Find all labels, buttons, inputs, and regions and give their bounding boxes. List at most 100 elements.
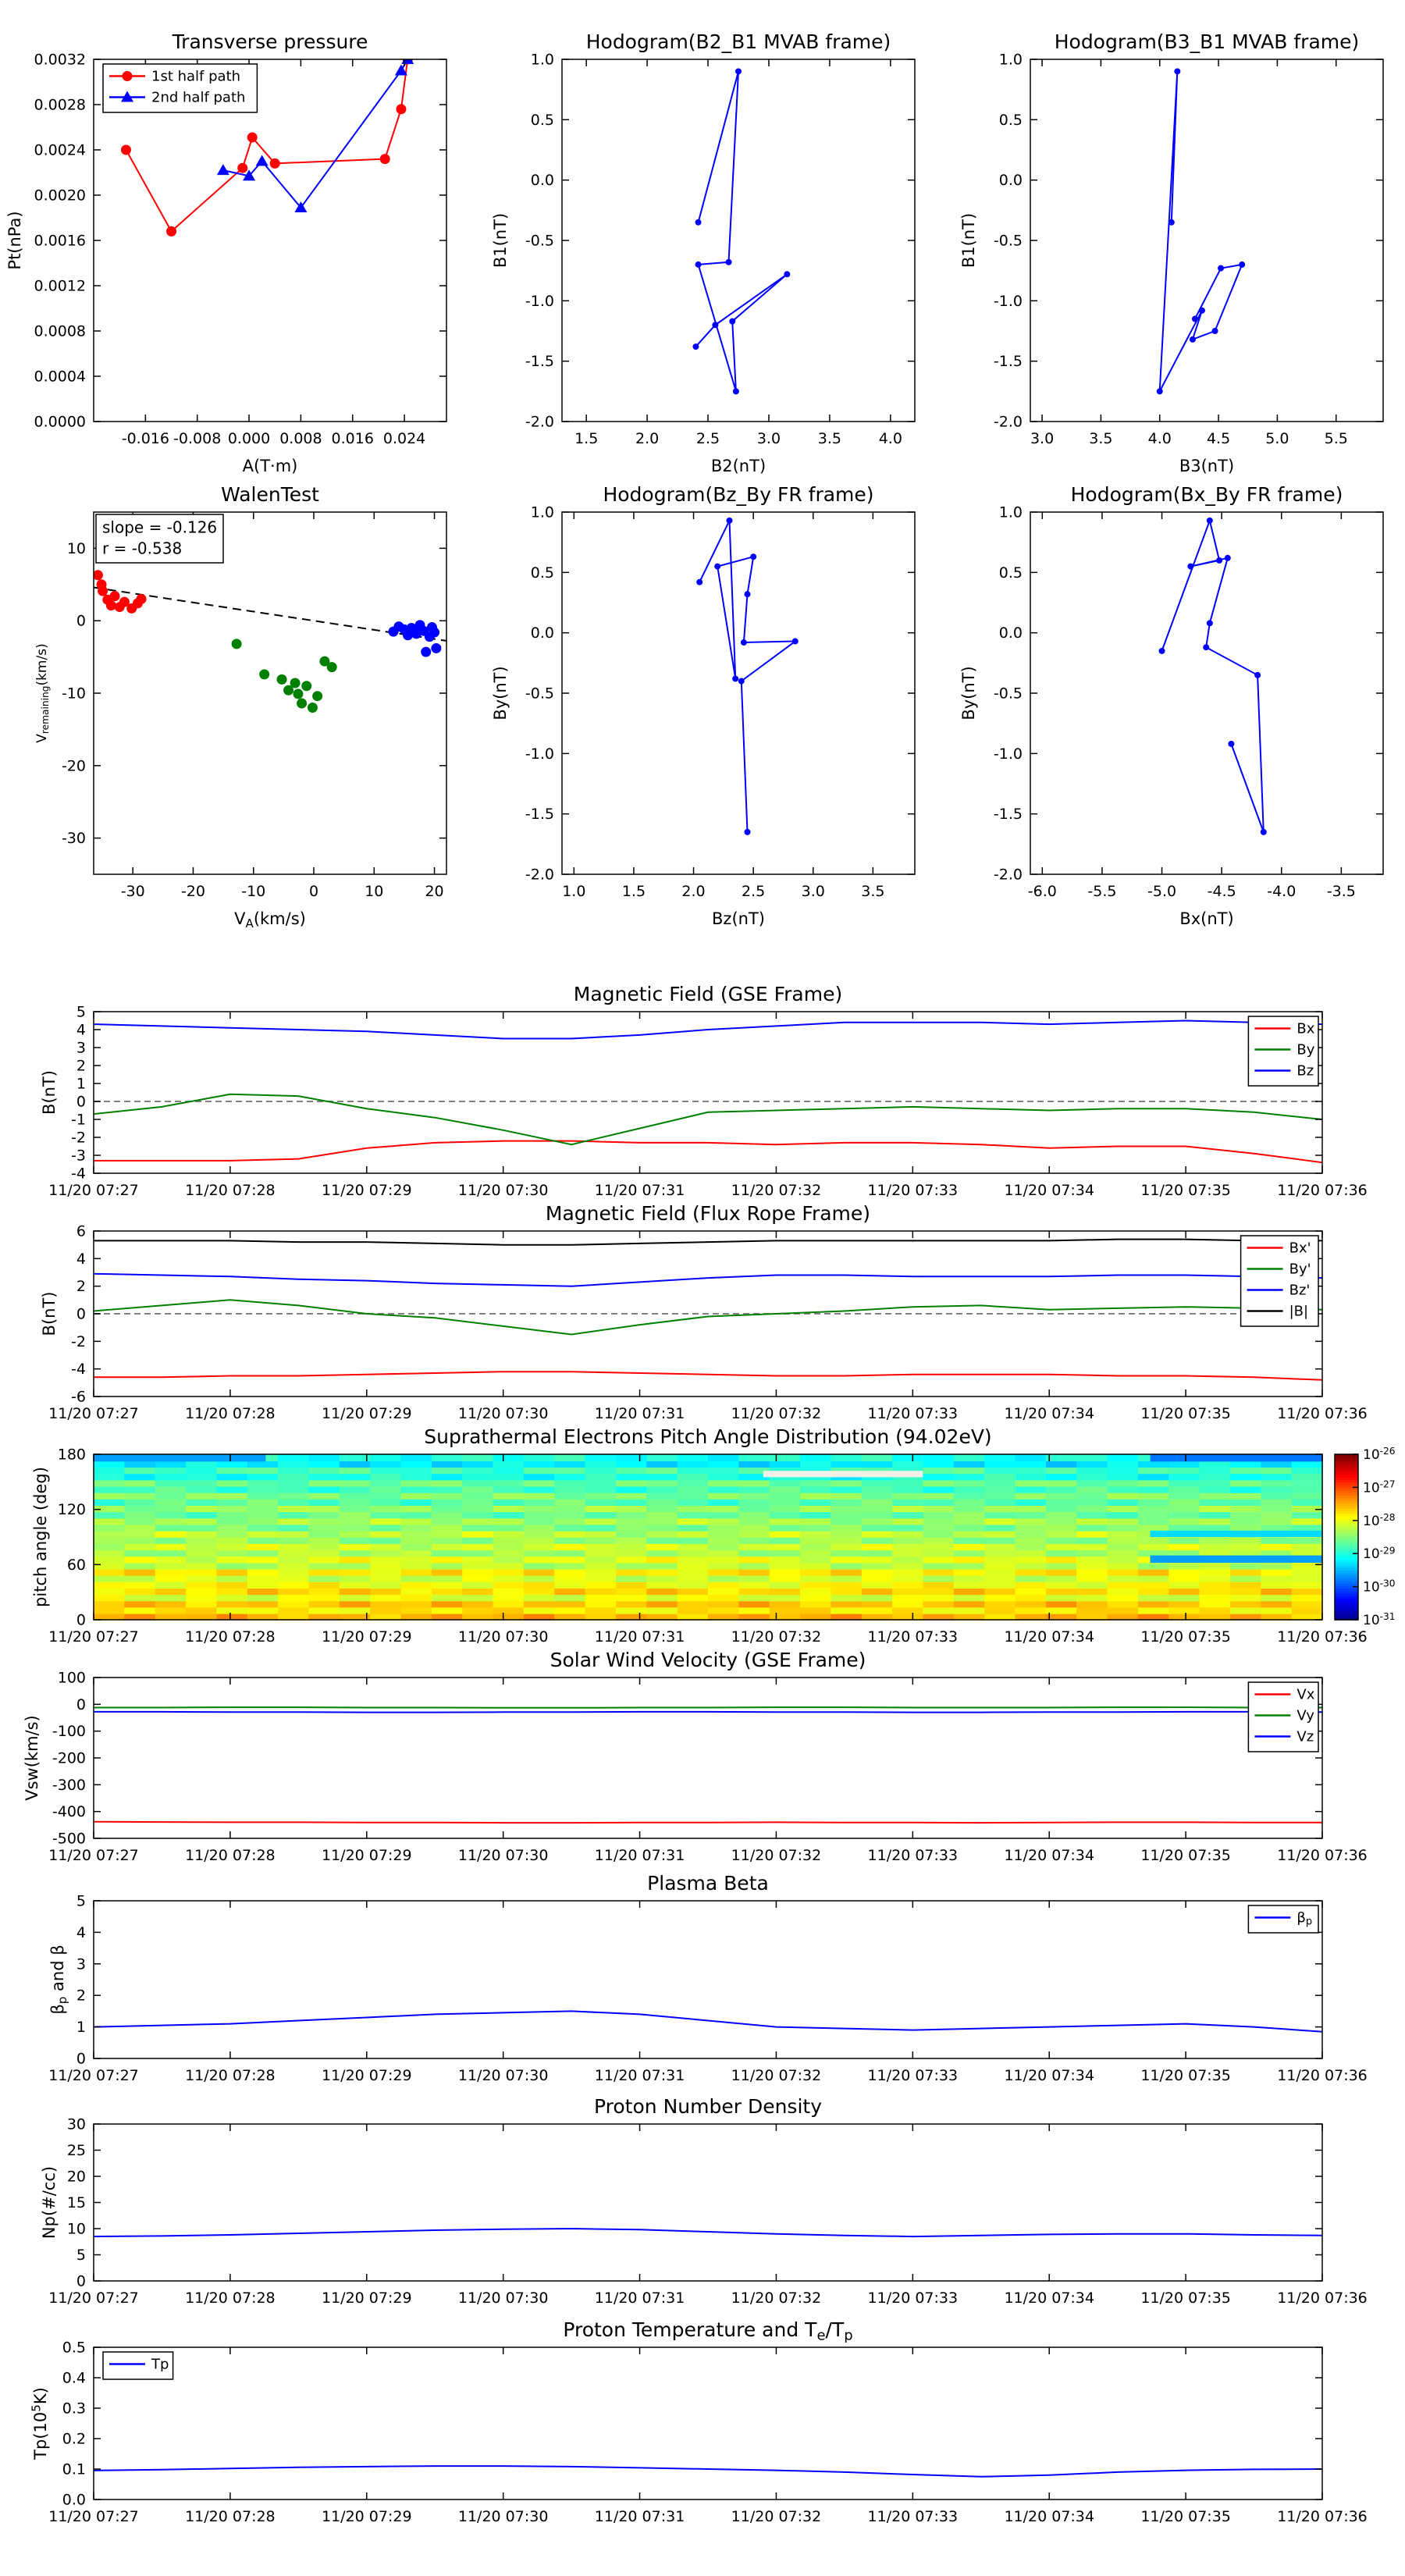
svg-text:0.0: 0.0 [62, 2492, 86, 2509]
svg-text:0.0004: 0.0004 [34, 368, 86, 386]
svg-text:1.0: 1.0 [999, 504, 1023, 521]
svg-text:11/20 07:36: 11/20 07:36 [1277, 1182, 1368, 1199]
svg-text:0.0032: 0.0032 [34, 52, 86, 69]
svg-text:Suprathermal Electrons Pitch A: Suprathermal Electrons Pitch Angle Distr… [424, 1425, 991, 1448]
svg-text:-2.0: -2.0 [994, 866, 1023, 884]
svg-text:11/20 07:27: 11/20 07:27 [48, 1182, 139, 1199]
svg-text:0.0012: 0.0012 [34, 278, 86, 295]
svg-text:-2.0: -2.0 [525, 414, 554, 431]
svg-text:1.0: 1.0 [562, 883, 585, 900]
svg-text:pitch angle (deg): pitch angle (deg) [31, 1467, 50, 1607]
svg-text:11/20 07:32: 11/20 07:32 [731, 2290, 822, 2307]
svg-text:-1.0: -1.0 [525, 293, 554, 310]
hod_bxby-chart-svg: -6.0 -5.5 -5.0 -4.5 -4.0 -3.5 -2.0 -1.5 -1.0 -0.5… [959, 483, 1384, 928]
panel-walen-test: -30 -20 -10 0 10 20 -30 -20 -10 0 10 WalenTest VA(km… [16, 468, 468, 930]
svg-text:-4: -4 [71, 1361, 86, 1378]
svg-text:0.000: 0.000 [228, 430, 270, 447]
svg-text:15: 15 [67, 2194, 86, 2211]
svg-text:Vremaining(km/s): Vremaining(km/s) [34, 643, 51, 742]
svg-text:VA(km/s): VA(km/s) [234, 909, 306, 930]
svg-text:Hodogram(Bx_By FR frame): Hodogram(Bx_By FR frame) [1071, 483, 1343, 506]
svg-text:slope = -0.126: slope = -0.126 [102, 518, 217, 537]
svg-text:0.024: 0.024 [383, 430, 425, 447]
np-chart-svg: 11/20 07:27 11/20 07:28 11/20 07:29 11/20 0… [40, 2095, 1368, 2307]
svg-text:0: 0 [76, 1696, 86, 1713]
svg-text:0.5: 0.5 [531, 564, 554, 582]
svg-text:-5.0: -5.0 [1147, 883, 1176, 900]
hod_b2b1-chart-svg: 1.5 2.0 2.5 3.0 3.5 4.0 -2.0 -1.5 -1.0 -0.5 0.0 0.5… [491, 30, 916, 475]
svg-text:2.0: 2.0 [635, 430, 659, 447]
svg-text:A(T·m): A(T·m) [243, 457, 298, 475]
svg-text:0.4: 0.4 [62, 2370, 86, 2387]
svg-text:1: 1 [76, 2019, 86, 2036]
svg-text:10: 10 [365, 883, 383, 900]
svg-text:11/20 07:34: 11/20 07:34 [1004, 1405, 1094, 1422]
svg-text:5.5: 5.5 [1325, 430, 1348, 447]
svg-text:0.0020: 0.0020 [34, 187, 86, 205]
svg-text:0: 0 [309, 883, 318, 900]
svg-text:11/20 07:31: 11/20 07:31 [595, 1405, 685, 1422]
svg-text:0: 0 [76, 2051, 86, 2068]
svg-text:4.5: 4.5 [1207, 430, 1230, 447]
svg-text:-2.0: -2.0 [994, 414, 1023, 431]
svg-text:11/20 07:27: 11/20 07:27 [48, 1628, 139, 1646]
svg-text:11/20 07:35: 11/20 07:35 [1140, 2290, 1231, 2307]
svg-text:11/20 07:36: 11/20 07:36 [1277, 1628, 1368, 1646]
svg-text:2: 2 [76, 1278, 86, 1295]
svg-text:1.5: 1.5 [574, 430, 598, 447]
panel-magnetic-field-gse: 11/20 07:27 11/20 07:28 11/20 07:29 11/20 0… [16, 968, 1389, 1202]
svg-text:11/20 07:34: 11/20 07:34 [1004, 2508, 1094, 2525]
svg-text:Tp: Tp [151, 2357, 169, 2373]
svg-text:11/20 07:28: 11/20 07:28 [185, 1182, 276, 1199]
svg-text:4: 4 [76, 1924, 86, 1941]
svg-text:-1: -1 [71, 1112, 86, 1129]
svg-text:11/20 07:27: 11/20 07:27 [48, 2290, 139, 2307]
svg-text:11/20 07:27: 11/20 07:27 [48, 1847, 139, 1864]
svg-text:2nd half path: 2nd half path [151, 90, 245, 106]
svg-text:11/20 07:36: 11/20 07:36 [1277, 1847, 1368, 1864]
svg-text:-500: -500 [52, 1831, 86, 1848]
svg-text:|B|: |B| [1289, 1304, 1308, 1320]
svg-text:11/20 07:32: 11/20 07:32 [731, 1182, 822, 1199]
svg-text:5: 5 [76, 1893, 86, 1910]
svg-text:11/20 07:35: 11/20 07:35 [1140, 2067, 1231, 2084]
svg-text:1.0: 1.0 [531, 504, 554, 521]
svg-text:0.016: 0.016 [332, 430, 374, 447]
svg-text:3.0: 3.0 [1030, 430, 1054, 447]
svg-text:0.0: 0.0 [999, 172, 1023, 189]
svg-text:Proton Temperature and Te/Tp: Proton Temperature and Te/Tp [563, 2318, 852, 2344]
svg-text:By(nT): By(nT) [959, 666, 978, 720]
svg-text:0: 0 [76, 1306, 86, 1323]
svg-text:11/20 07:30: 11/20 07:30 [458, 2290, 549, 2307]
svg-text:11/20 07:36: 11/20 07:36 [1277, 2508, 1368, 2525]
svg-text:1.0: 1.0 [531, 52, 554, 69]
svg-text:0.5: 0.5 [999, 112, 1023, 129]
svg-text:11/20 07:31: 11/20 07:31 [595, 2508, 685, 2525]
svg-text:11/20 07:31: 11/20 07:31 [595, 2067, 685, 2084]
svg-text:11/20 07:28: 11/20 07:28 [185, 2067, 276, 2084]
svg-text:1st half path: 1st half path [151, 69, 240, 85]
svg-text:10: 10 [67, 2221, 86, 2238]
svg-text:-200: -200 [52, 1750, 86, 1767]
svg-text:-400: -400 [52, 1803, 86, 1820]
svg-text:11/20 07:32: 11/20 07:32 [731, 2508, 822, 2525]
svg-text:30: 30 [67, 2116, 86, 2133]
svg-text:11/20 07:29: 11/20 07:29 [322, 1628, 412, 1646]
svg-text:10-31: 10-31 [1363, 1611, 1396, 1628]
svg-text:11/20 07:29: 11/20 07:29 [322, 2067, 412, 2084]
svg-text:-20: -20 [181, 883, 205, 900]
svg-text:11/20 07:27: 11/20 07:27 [48, 2508, 139, 2525]
svg-text:By: By [1297, 1042, 1314, 1059]
svg-text:-30: -30 [62, 830, 86, 847]
svg-text:-0.5: -0.5 [994, 233, 1023, 250]
svg-text:2.5: 2.5 [742, 883, 765, 900]
svg-text:-1.5: -1.5 [525, 353, 554, 370]
hod_bzby-chart-svg: 1.0 1.5 2.0 2.5 3.0 3.5 -2.0 -1.5 -1.0 -0.5 0.0 0.5… [491, 483, 916, 928]
panel-hodogram-b2-b1: 1.5 2.0 2.5 3.0 3.5 4.0 -2.0 -1.5 -1.0 -0.5 0.0 0.5… [484, 16, 937, 476]
svg-text:4: 4 [76, 1022, 86, 1039]
svg-text:Bz': Bz' [1289, 1283, 1311, 1299]
svg-text:-6: -6 [71, 1389, 86, 1406]
svg-text:120: 120 [58, 1501, 86, 1518]
svg-text:-0.5: -0.5 [525, 685, 554, 703]
